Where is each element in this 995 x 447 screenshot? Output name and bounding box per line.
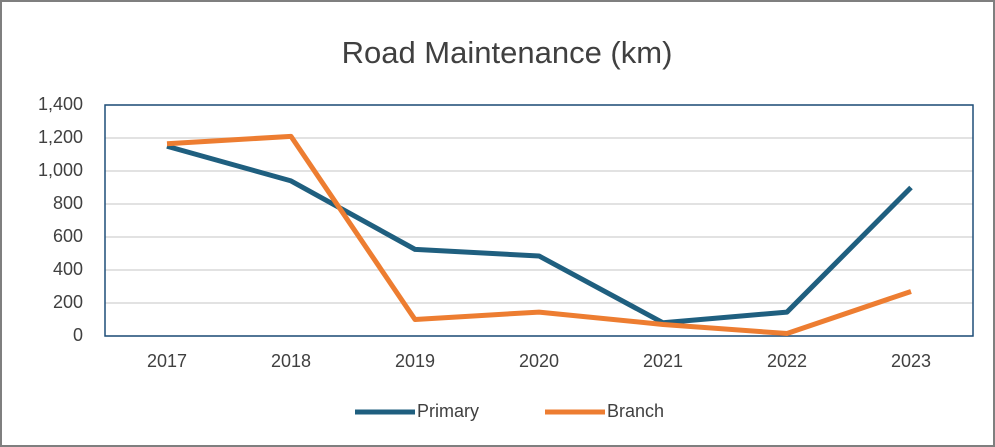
- series-line: [166, 143, 913, 326]
- y-tick-label: 400: [53, 259, 83, 279]
- x-tick-label: 2023: [891, 351, 931, 371]
- x-tick-label: 2021: [643, 351, 683, 371]
- y-tick-label: 0: [73, 325, 83, 345]
- y-tick-label: 1,400: [38, 94, 83, 114]
- y-tick-label: 600: [53, 226, 83, 246]
- y-tick-label: 1,000: [38, 160, 83, 180]
- x-tick-label: 2020: [519, 351, 559, 371]
- series-line: [166, 133, 912, 337]
- x-tick-label: 2017: [147, 351, 187, 371]
- legend-label: Primary: [417, 401, 479, 421]
- y-tick-label: 200: [53, 292, 83, 312]
- chart-title: Road Maintenance (km): [342, 35, 673, 70]
- y-tick-label: 800: [53, 193, 83, 213]
- legend-label: Branch: [607, 401, 664, 421]
- x-tick-label: 2018: [271, 351, 311, 371]
- plot-area: [104, 104, 974, 337]
- y-tick-label: 1,200: [38, 127, 83, 147]
- x-tick-label: 2022: [767, 351, 807, 371]
- x-tick-label: 2019: [395, 351, 435, 371]
